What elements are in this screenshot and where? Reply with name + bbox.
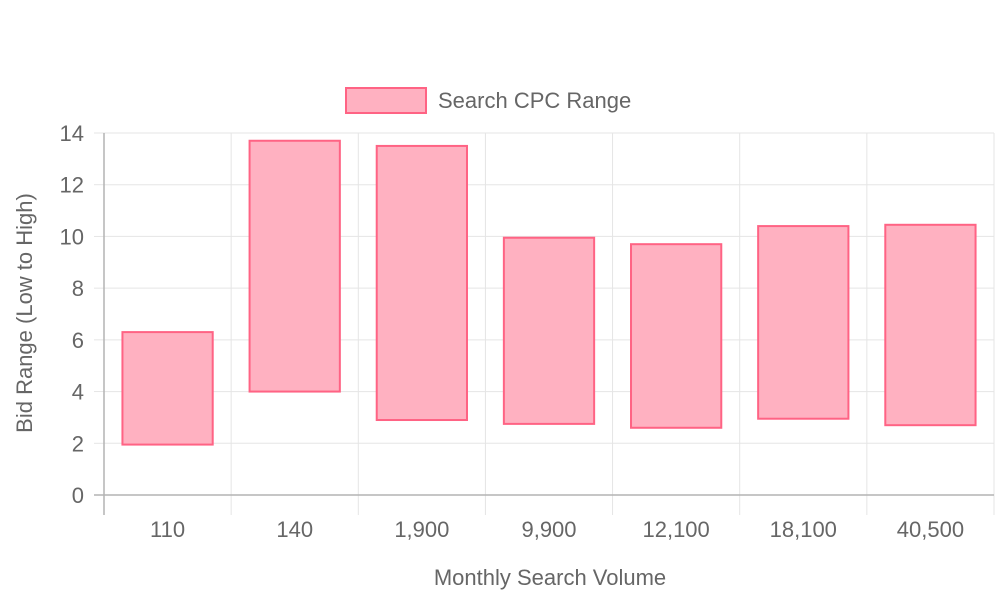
x-tick-label: 12,100 [642, 517, 709, 542]
x-axis-title: Monthly Search Volume [434, 565, 666, 590]
bars [121, 139, 977, 446]
x-tick-label: 140 [276, 517, 313, 542]
legend[interactable]: Search CPC Range [345, 87, 631, 114]
x-tick-label: 1,900 [394, 517, 449, 542]
x-tick-label: 18,100 [770, 517, 837, 542]
bar-2[interactable] [375, 144, 468, 422]
legend-swatch[interactable] [345, 87, 427, 114]
y-tick-label: 6 [72, 328, 84, 353]
bar-6[interactable] [884, 223, 977, 427]
y-tick-label: 12 [60, 173, 84, 198]
y-tick-label: 0 [72, 483, 84, 508]
axes: 0 2 4 6 8 10 12 14 110 140 1,900 9,900 12,100 18,100 4… [60, 121, 994, 542]
x-tick-label: 9,900 [521, 517, 576, 542]
y-tick-label: 8 [72, 276, 84, 301]
bar-3[interactable] [502, 236, 596, 425]
y-axis-title: Bid Range (Low to High) [12, 193, 37, 433]
y-tick-label: 4 [72, 380, 84, 405]
y-tick-label: 10 [60, 224, 84, 249]
y-tick-label: 2 [72, 431, 84, 456]
bar-4[interactable] [630, 243, 723, 429]
legend-label[interactable]: Search CPC Range [438, 88, 631, 113]
y-tick-label: 14 [60, 121, 84, 146]
x-tick-label: 40,500 [897, 517, 964, 542]
bar-5[interactable] [757, 225, 850, 420]
bar-0[interactable] [121, 331, 214, 446]
x-tick-label: 110 [150, 517, 185, 542]
bar-1[interactable] [248, 139, 341, 393]
